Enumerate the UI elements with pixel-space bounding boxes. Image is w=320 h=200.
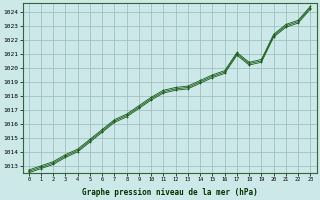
X-axis label: Graphe pression niveau de la mer (hPa): Graphe pression niveau de la mer (hPa) [82, 188, 258, 197]
